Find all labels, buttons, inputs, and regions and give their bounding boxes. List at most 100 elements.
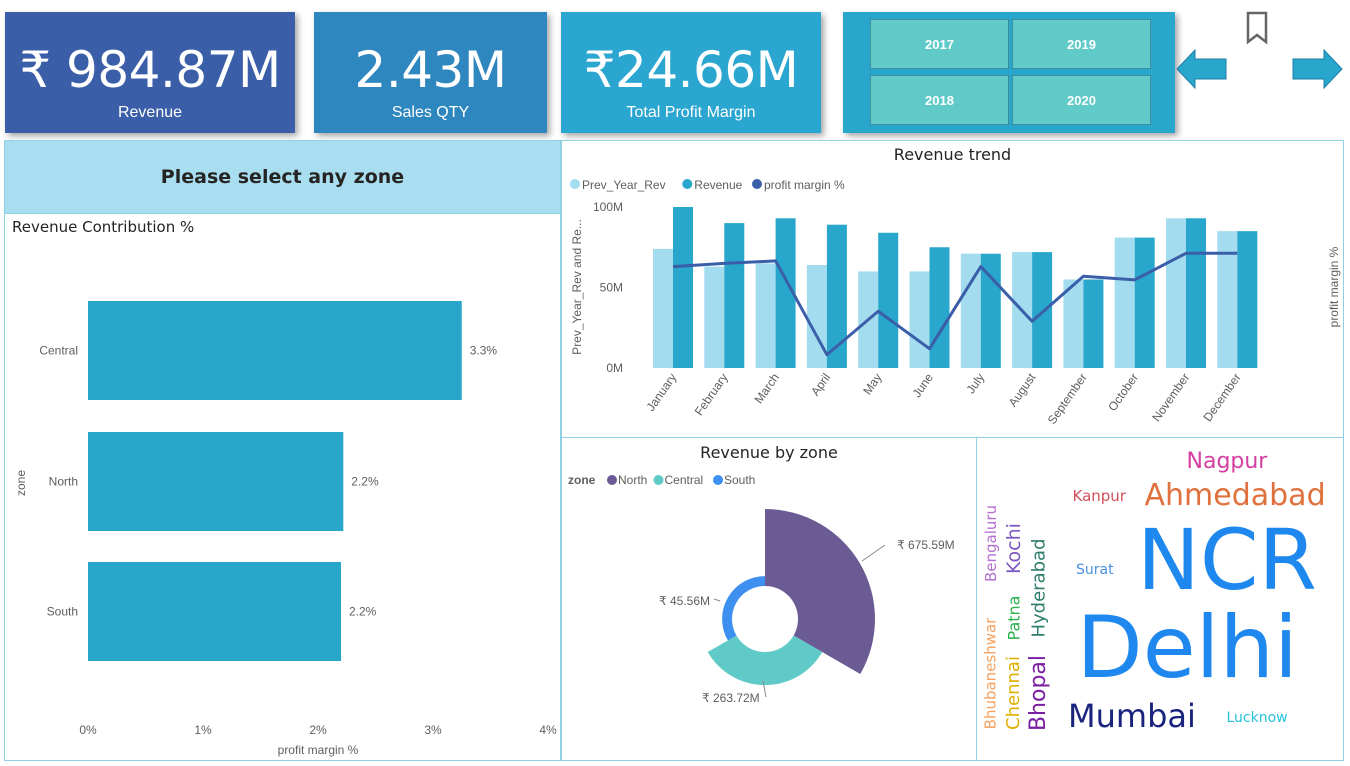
sales-qty-card: 2.43M Sales QTY bbox=[314, 12, 547, 133]
bookmark-icon[interactable] bbox=[1245, 11, 1269, 45]
x-tick-label: April bbox=[808, 371, 833, 399]
category-label: North bbox=[49, 475, 78, 489]
bar-central bbox=[88, 301, 462, 400]
x-tick-label: September bbox=[1045, 371, 1090, 427]
x-tick-label: July bbox=[964, 371, 988, 397]
word-surat[interactable]: Surat bbox=[1076, 562, 1114, 578]
revenue-trend-panel: Revenue trend Prev_Year_Rev Revenue profit… bbox=[561, 140, 1344, 438]
bar-revenue-february bbox=[724, 223, 745, 368]
bar-prev_year_rev-march bbox=[755, 263, 776, 368]
year-2020-button[interactable]: 2020 bbox=[1012, 75, 1151, 125]
word-kanpur[interactable]: Kanpur bbox=[1072, 486, 1126, 505]
bar-revenue-august bbox=[1032, 252, 1053, 368]
bar-revenue-may bbox=[878, 232, 899, 368]
legend-marker bbox=[653, 475, 664, 485]
leader-line bbox=[713, 598, 721, 602]
sales-qty-label: Sales QTY bbox=[391, 104, 470, 121]
revenue-label: Revenue bbox=[117, 104, 183, 121]
arrow-left-icon[interactable] bbox=[1176, 48, 1228, 90]
word-hyderabad[interactable]: Hyderabad bbox=[1028, 538, 1049, 638]
x-tick-label: January bbox=[643, 371, 679, 414]
x-tick-label: August bbox=[1006, 370, 1039, 409]
bar-prev_year_rev-april bbox=[806, 264, 827, 368]
x-tick-label: May bbox=[860, 371, 884, 398]
zone-contribution-panel: Please select any zone Revenue Contribut… bbox=[4, 140, 561, 761]
y-axis-title: Prev_Year_Rev and Re... bbox=[570, 219, 584, 355]
word-patna[interactable]: Patna bbox=[1003, 595, 1023, 641]
bar-revenue-december bbox=[1237, 231, 1258, 368]
bar-revenue-april bbox=[826, 224, 847, 368]
word-nagpur[interactable]: Nagpur bbox=[1186, 449, 1268, 474]
data-label: 2.2% bbox=[351, 475, 379, 489]
bar-prev_year_rev-june bbox=[909, 271, 930, 368]
slice-south bbox=[722, 576, 765, 641]
bar-revenue-november bbox=[1186, 218, 1206, 368]
word-kochi[interactable]: Kochi bbox=[1002, 522, 1025, 574]
legend-label: profit margin % bbox=[764, 178, 845, 192]
word-bengaluru[interactable]: Bengaluru bbox=[981, 504, 1000, 582]
legend-label: Central bbox=[665, 473, 704, 487]
revenue-trend-chart: Prev_Year_Rev Revenue profit margin % 0M 50M… bbox=[570, 178, 1341, 427]
bar-prev_year_rev-july bbox=[960, 253, 981, 368]
year-2017-button[interactable]: 2017 bbox=[870, 19, 1009, 69]
x-tick-label: December bbox=[1201, 371, 1244, 424]
legend-title: zone bbox=[568, 473, 596, 487]
revenue-by-zone-chart: zone North Central South ₹ 675.59M ₹ 263.72M ₹… bbox=[568, 473, 955, 705]
bar-revenue-june bbox=[929, 247, 950, 368]
city-word-cloud: NCR Delhi Ahmedabad Nagpur Mumbai Lucknow Sura… bbox=[976, 437, 1344, 761]
data-label: ₹ 45.56M bbox=[659, 594, 710, 608]
x-tick-label: 3% bbox=[424, 723, 442, 737]
legend-label: Revenue bbox=[694, 178, 742, 192]
bar-revenue-september bbox=[1083, 279, 1104, 368]
profit-margin-card: ₹24.66M Total Profit Margin bbox=[561, 12, 821, 133]
word-ahmedabad[interactable]: Ahmedabad bbox=[1144, 478, 1326, 513]
word-lucknow[interactable]: Lucknow bbox=[1226, 710, 1288, 726]
x-tick-label: 0% bbox=[79, 723, 97, 737]
leader-line bbox=[861, 544, 886, 562]
data-label: ₹ 263.72M bbox=[702, 691, 760, 705]
bar-prev_year_rev-october bbox=[1114, 237, 1135, 368]
x-axis-title: profit margin % bbox=[278, 743, 359, 757]
bar-prev_year_rev-september bbox=[1063, 279, 1084, 368]
zone-select-header: Please select any zone bbox=[5, 141, 560, 214]
bar-south bbox=[88, 562, 341, 661]
x-tick-label: 2% bbox=[309, 723, 327, 737]
bar-revenue-october bbox=[1134, 237, 1155, 368]
word-bhopal[interactable]: Bhopal bbox=[1026, 654, 1052, 732]
legend-label: Prev_Year_Rev bbox=[582, 178, 666, 192]
word-mumbai[interactable]: Mumbai bbox=[1068, 697, 1196, 735]
word-chennai[interactable]: Chennai bbox=[1002, 656, 1024, 730]
year-2018-button[interactable]: 2018 bbox=[870, 75, 1009, 125]
category-label: South bbox=[47, 605, 78, 619]
data-label: ₹ 675.59M bbox=[897, 538, 955, 552]
x-tick-label: June bbox=[910, 370, 937, 400]
chart-title: Revenue trend bbox=[893, 145, 1012, 164]
year-slicer: 2017 2019 2018 2020 bbox=[843, 12, 1175, 133]
revenue-card: ₹ 984.87M Revenue bbox=[5, 12, 295, 133]
legend-marker bbox=[682, 179, 693, 189]
legend-label: North bbox=[618, 473, 647, 487]
bar-prev_year_rev-february bbox=[704, 266, 725, 368]
word-bhubaneshwar[interactable]: Bhubaneshwar bbox=[981, 617, 1000, 729]
category-label: Central bbox=[39, 344, 78, 358]
revenue-by-zone-panel: Revenue by zone zone North Central South ₹ 6… bbox=[561, 437, 977, 761]
year-2019-button[interactable]: 2019 bbox=[1012, 19, 1151, 69]
leader-line bbox=[762, 680, 767, 698]
y-tick-label: 100M bbox=[593, 200, 623, 214]
word-delhi[interactable]: Delhi bbox=[1076, 598, 1298, 698]
x-tick-label: November bbox=[1149, 371, 1192, 424]
legend-marker bbox=[570, 179, 580, 189]
bar-prev_year_rev-december bbox=[1217, 231, 1238, 368]
data-label: 3.3% bbox=[470, 344, 498, 358]
x-tick-label: 4% bbox=[539, 723, 557, 737]
y-tick-label: 0M bbox=[606, 361, 623, 375]
y-axis-title: zone bbox=[14, 470, 28, 496]
y-tick-label: 50M bbox=[600, 281, 623, 295]
x-tick-label: February bbox=[692, 371, 731, 418]
x-tick-label: March bbox=[751, 371, 782, 406]
word-ncr[interactable]: NCR bbox=[1137, 511, 1317, 609]
bar-revenue-january bbox=[673, 207, 693, 368]
profit-margin-label: Total Profit Margin bbox=[626, 104, 756, 121]
arrow-right-icon[interactable] bbox=[1291, 48, 1343, 90]
slice-central bbox=[707, 635, 823, 686]
